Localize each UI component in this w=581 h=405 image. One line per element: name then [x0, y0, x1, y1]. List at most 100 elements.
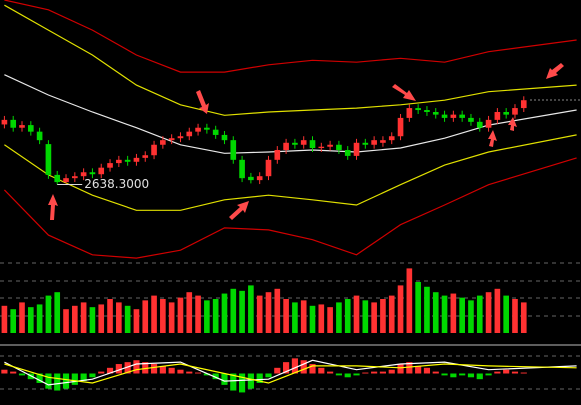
candle-body [142, 155, 149, 158]
volume-bar [388, 295, 395, 333]
volume-bar [503, 295, 509, 333]
candle-body [353, 142, 360, 156]
candle-body [27, 125, 34, 132]
candle-body [292, 142, 298, 145]
volume-bar [186, 292, 193, 333]
annotation: 2638.3000 [84, 177, 149, 191]
candle-body [441, 114, 448, 118]
candle-body [371, 140, 377, 145]
volume-bar [160, 299, 166, 333]
volume-bar [309, 305, 316, 333]
candle-body [1, 119, 8, 125]
volume-bar [45, 295, 52, 333]
candle-body [168, 138, 175, 141]
arrow [546, 63, 564, 79]
arrows [48, 63, 564, 220]
volume-bar [415, 282, 421, 333]
candle-body [45, 144, 52, 175]
plot: 2638.3000 [1, 0, 577, 393]
candle-body [424, 110, 430, 113]
volume-bar [512, 299, 518, 333]
candle-body [116, 159, 122, 164]
candle-body [512, 108, 518, 115]
band-line [4, 134, 577, 211]
volume-bar [344, 299, 351, 333]
candle-body [133, 157, 140, 162]
candle-body [98, 167, 105, 175]
macd-line [4, 363, 577, 384]
volume-bar [63, 309, 69, 333]
band-line [3, 157, 577, 259]
candle-body [415, 108, 421, 111]
volume-bar [72, 305, 78, 333]
volume-bar [54, 292, 61, 333]
candle-body [80, 172, 87, 177]
candle-body [344, 149, 351, 156]
volume-bar [362, 300, 369, 333]
volume-bar [36, 304, 43, 333]
candle-body [54, 174, 61, 183]
volume-bar [485, 292, 492, 333]
volume-bar [230, 288, 237, 333]
candle-body [36, 131, 43, 141]
volume-bar [283, 299, 289, 333]
candle-body [230, 140, 237, 160]
band-line [4, 4, 577, 116]
candle-body [336, 144, 342, 150]
volume-bar [89, 307, 96, 333]
volume-bar [142, 300, 149, 333]
volume-bar [336, 302, 342, 333]
volume-bar [80, 302, 87, 333]
candle-body [450, 114, 457, 118]
volume-bar [380, 299, 386, 333]
volume-bar [520, 302, 527, 333]
volume-bar [424, 286, 430, 333]
volume-bar [432, 292, 439, 333]
volume-bar [265, 292, 272, 333]
volume-bar [248, 285, 254, 333]
volume-bar [98, 304, 105, 333]
candle-body [19, 125, 25, 128]
volume-bar [353, 295, 360, 333]
volume-bar [116, 302, 122, 333]
candle-body [212, 129, 219, 135]
candle-body [265, 159, 272, 177]
arrow [48, 194, 58, 220]
volume-bar [133, 309, 140, 333]
candle-body [107, 163, 113, 168]
volume-bar [459, 297, 465, 333]
candle-body [520, 100, 527, 109]
volume-bar [168, 302, 175, 333]
candle-body [160, 140, 166, 145]
volume-bar [212, 299, 219, 333]
volume-bar [274, 288, 281, 333]
arrow [488, 130, 497, 147]
volume-bar [327, 307, 333, 333]
volume-bar [10, 309, 17, 333]
volume-bar [397, 285, 404, 333]
volume-bar [468, 300, 474, 333]
volume-bar [494, 288, 501, 333]
candle-body [432, 112, 439, 115]
arrow [392, 84, 416, 101]
candle-body [476, 121, 483, 128]
candle-body [309, 140, 316, 149]
volume-bar [300, 300, 307, 333]
candle-body [318, 146, 325, 149]
arrow [196, 90, 209, 114]
candle-body [380, 140, 386, 143]
candle-body [503, 112, 509, 115]
volume-bar [1, 305, 8, 333]
volume-bar [371, 302, 377, 333]
volume-bar [256, 295, 263, 333]
candle-body [239, 159, 245, 179]
candle-body [177, 136, 184, 139]
volume-bar [406, 268, 413, 333]
arrow [508, 117, 517, 131]
volume-bar [19, 302, 25, 333]
candle-body [248, 176, 254, 181]
candle-body [256, 176, 263, 181]
candle-body [494, 112, 501, 120]
